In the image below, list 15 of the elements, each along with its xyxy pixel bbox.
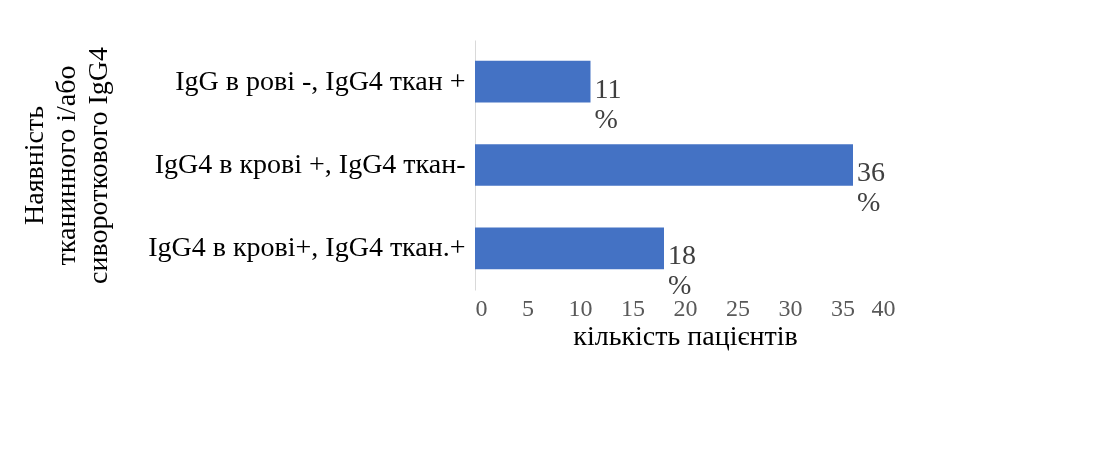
x-tick-label: 25 — [726, 294, 750, 321]
y-axis-title: Наявність тканинного і/або сивороткового IgG4 — [17, 47, 113, 284]
y-tick-label: IgG4 в крові+, IgG4 ткан.+ — [148, 231, 466, 263]
x-tick-label: 40 — [871, 294, 896, 321]
data-label: 36 % — [857, 156, 885, 217]
x-tick-label: 10 — [568, 294, 593, 321]
x-tick-label: 30 — [778, 294, 803, 321]
x-axis-title: кількість пацієнтів — [573, 319, 798, 351]
x-tick-label: 5 — [522, 294, 534, 321]
y-tick-label: IgG4 в крові +, IgG4 ткан- — [154, 148, 466, 179]
x-tick-label: 0 — [475, 294, 488, 321]
y-tick-label: IgG в рові -, IgG4 ткан + — [175, 64, 466, 96]
x-tick-label: 35 — [831, 294, 855, 321]
data-label: 11 % — [594, 72, 622, 134]
x-tick-label: 15 — [621, 294, 645, 321]
